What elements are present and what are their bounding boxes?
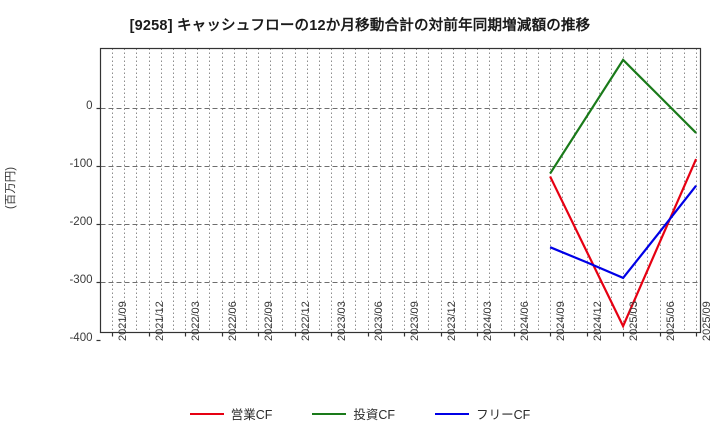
legend-label: 営業CF xyxy=(230,408,273,422)
x-tick-label: 2024/06 xyxy=(518,300,531,341)
y-tick-label: -400 xyxy=(69,332,93,344)
vertical-gridlines xyxy=(112,48,697,333)
x-tick-marks xyxy=(111,332,698,337)
x-tick-label: 2023/03 xyxy=(336,300,349,341)
x-tick-label: 2024/09 xyxy=(555,300,568,341)
x-tick-label: 2024/03 xyxy=(482,300,495,341)
legend-label: フリーCF xyxy=(476,408,531,422)
series-line-フリーCF xyxy=(549,185,697,280)
legend-color-swatch-icon xyxy=(435,412,470,415)
y-tick-label: 0 xyxy=(86,100,93,112)
x-tick-label: 2025/06 xyxy=(664,300,677,341)
x-tick-label: 2023/06 xyxy=(372,300,385,341)
chart-legend: 営業CF 投資CF フリーCF xyxy=(0,404,720,423)
data-series xyxy=(549,58,698,329)
legend-color-swatch-icon xyxy=(312,412,347,415)
legend-entry-投資CF[interactable]: 投資CF xyxy=(312,404,395,423)
x-tick-label: 2022/06 xyxy=(226,300,239,341)
x-tick-label: 2024/12 xyxy=(591,300,604,341)
horizontal-gridlines xyxy=(100,108,701,283)
legend-label: 投資CF xyxy=(353,408,396,422)
y-tick-label: -200 xyxy=(69,216,93,228)
y-tick-marks xyxy=(96,107,101,342)
x-tick-label: 2022/12 xyxy=(299,300,312,341)
legend-entry-フリーCF[interactable]: フリーCF xyxy=(435,404,530,423)
legend-entry-営業CF[interactable]: 営業CF xyxy=(189,404,273,423)
series-line-投資CF xyxy=(549,58,697,175)
x-tick-label: 2022/03 xyxy=(190,300,203,341)
x-tick-label: 2025/03 xyxy=(628,300,641,341)
series-line-営業CF xyxy=(549,158,698,329)
x-tick-label: 2023/09 xyxy=(409,300,422,341)
x-tick-label: 2021/09 xyxy=(117,300,130,341)
y-tick-label: -300 xyxy=(69,274,93,286)
x-tick-label: 2025/09 xyxy=(701,300,714,341)
legend-color-swatch-icon xyxy=(189,412,224,415)
x-tick-label: 2021/12 xyxy=(153,300,166,341)
y-axis-label: (百万円) xyxy=(5,166,17,210)
y-tick-label: -100 xyxy=(69,158,93,170)
chart-title: [9258] キャッシュフローの12か月移動合計の対前年同期増減額の推移 xyxy=(129,18,591,34)
x-tick-label: 2023/12 xyxy=(445,300,458,341)
plot-frame xyxy=(99,47,702,334)
x-tick-label: 2022/09 xyxy=(263,300,276,341)
